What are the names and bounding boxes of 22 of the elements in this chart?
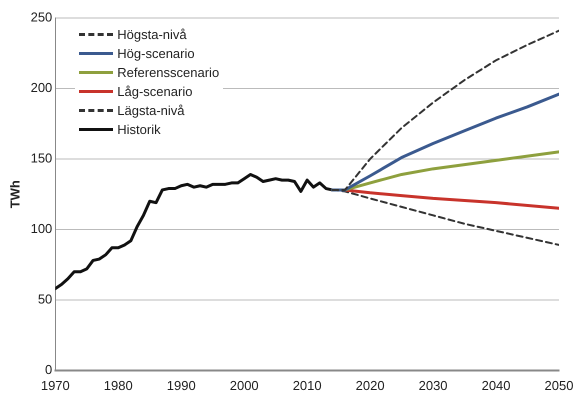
y-tick-label: 0	[45, 362, 52, 377]
legend-label: Historik	[117, 122, 161, 137]
y-tick-label: 150	[30, 150, 52, 166]
legend-label: Hög-scenario	[117, 46, 195, 61]
y-axis-title: TWh	[7, 180, 22, 208]
legend-label: Referensscenario	[117, 65, 220, 80]
x-tick-label: 1990	[166, 378, 196, 393]
x-tick-label: 2040	[482, 378, 510, 393]
y-tick-label: 250	[30, 10, 52, 25]
x-tick-label: 2000	[230, 378, 259, 393]
legend-label: Låg-scenario	[117, 84, 192, 99]
x-tick-label: 2010	[292, 378, 322, 393]
x-tick-label: 1980	[104, 378, 133, 393]
x-tick-label: 2020	[356, 378, 385, 393]
x-tick-label: 2030	[418, 378, 448, 393]
y-tick-label: 200	[30, 80, 52, 96]
y-tick-label: 100	[30, 221, 52, 236]
legend-label: Högsta-nivå	[117, 27, 187, 42]
y-tick-label: 50	[38, 292, 52, 306]
x-tick-label: 1970	[40, 378, 70, 393]
legend-label: Lägsta-nivå	[117, 103, 184, 118]
x-tick-label: 2050	[544, 378, 574, 393]
